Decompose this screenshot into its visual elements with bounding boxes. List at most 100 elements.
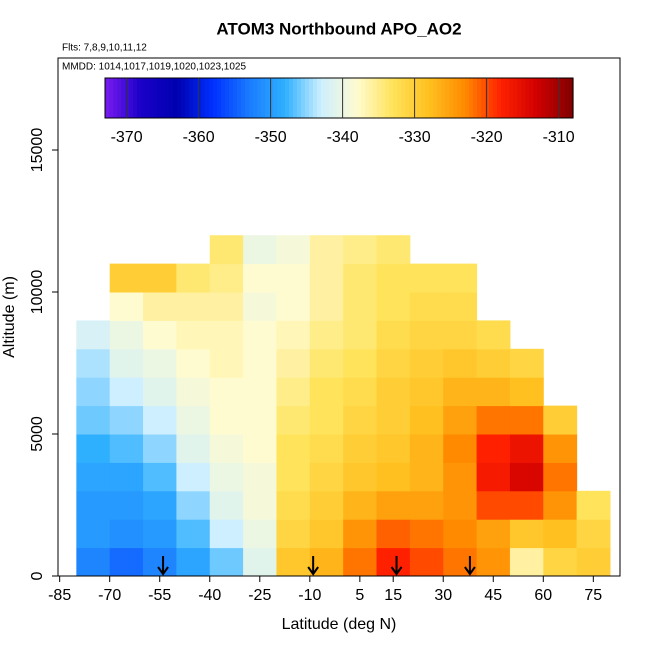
heat-cell bbox=[376, 405, 411, 435]
heat-cell bbox=[376, 490, 411, 520]
heat-cell bbox=[376, 348, 411, 378]
heat-cell bbox=[543, 405, 578, 435]
heat-cell bbox=[176, 434, 211, 463]
y-tick-label: 15000 bbox=[29, 128, 46, 173]
colorbar-swatch bbox=[489, 78, 494, 118]
colorbar-swatch bbox=[317, 78, 322, 118]
colorbar-tick-label: -370 bbox=[111, 129, 143, 146]
colorbar-swatch bbox=[525, 78, 530, 118]
heat-cell bbox=[376, 434, 411, 463]
heat-cell bbox=[443, 292, 478, 321]
colorbar-swatch bbox=[305, 78, 310, 118]
heat-cell bbox=[443, 434, 478, 463]
heat-cell bbox=[576, 547, 611, 577]
heat-cell bbox=[209, 462, 244, 492]
colorbar-swatch bbox=[157, 78, 162, 118]
heat-cell bbox=[109, 377, 144, 407]
heat-cell bbox=[509, 490, 544, 520]
x-tick-label: 5 bbox=[355, 587, 364, 604]
heat-cell bbox=[309, 405, 344, 435]
colorbar-swatch bbox=[141, 78, 146, 118]
x-tick-label: 45 bbox=[484, 587, 502, 604]
colorbar-swatch bbox=[197, 78, 202, 118]
heat-cell bbox=[409, 434, 444, 463]
heat-cell bbox=[176, 320, 211, 350]
heat-cell bbox=[309, 292, 344, 321]
heat-cell bbox=[109, 519, 144, 549]
heat-cell bbox=[509, 462, 544, 492]
heat-cell bbox=[476, 462, 511, 492]
colorbar-swatch bbox=[485, 78, 490, 118]
heat-cell bbox=[276, 547, 311, 577]
y-tick-label: 5000 bbox=[29, 416, 46, 452]
heat-cell bbox=[143, 405, 177, 435]
heat-cell bbox=[243, 405, 277, 435]
colorbar-swatch bbox=[553, 78, 558, 118]
heat-cell bbox=[543, 490, 578, 520]
heat-cell bbox=[243, 263, 277, 293]
heat-cell bbox=[309, 320, 344, 350]
colorbar-swatch bbox=[137, 78, 142, 118]
colorbar-tick-label: -310 bbox=[543, 129, 575, 146]
colorbar-swatch bbox=[425, 78, 430, 118]
heat-cell bbox=[276, 235, 311, 265]
heat-cell bbox=[276, 405, 311, 435]
colorbar-swatch bbox=[301, 78, 306, 118]
colorbar-swatch bbox=[429, 78, 434, 118]
heat-cell bbox=[409, 405, 444, 435]
colorbar-swatch bbox=[217, 78, 222, 118]
colorbar-swatch bbox=[233, 78, 238, 118]
colorbar-swatch bbox=[549, 78, 554, 118]
arrow bbox=[157, 556, 169, 576]
colorbar-swatch bbox=[149, 78, 154, 118]
heat-cell bbox=[209, 263, 244, 293]
heat-cell bbox=[209, 292, 244, 321]
colorbar-swatch bbox=[349, 78, 354, 118]
colorbar-swatch bbox=[461, 78, 466, 118]
colorbar-swatch bbox=[273, 78, 278, 118]
heat-cell bbox=[76, 434, 111, 463]
heat-cell bbox=[476, 490, 511, 520]
heat-cell bbox=[476, 547, 511, 577]
heat-cell bbox=[109, 292, 144, 321]
heat-cell bbox=[343, 434, 378, 463]
colorbar-swatch bbox=[297, 78, 302, 118]
colorbar-swatch bbox=[417, 78, 422, 118]
heat-cell bbox=[76, 348, 111, 378]
heat-cell bbox=[109, 547, 144, 577]
colorbar-swatch bbox=[113, 78, 118, 118]
heat-cell bbox=[376, 519, 411, 549]
colorbar-swatch bbox=[369, 78, 374, 118]
colorbar-swatch bbox=[325, 78, 330, 118]
colorbar-swatch bbox=[473, 78, 478, 118]
colorbar-tick-label: -360 bbox=[183, 129, 215, 146]
heat-cell bbox=[176, 377, 211, 407]
heat-cell bbox=[309, 263, 344, 293]
heat-cell bbox=[509, 547, 544, 577]
heat-cell bbox=[143, 292, 177, 321]
colorbar-swatch bbox=[541, 78, 546, 118]
colorbar-swatch bbox=[389, 78, 394, 118]
colorbar-swatch bbox=[209, 78, 214, 118]
heat-cell bbox=[176, 405, 211, 435]
heat-cell bbox=[143, 519, 177, 549]
colorbar-swatch bbox=[261, 78, 266, 118]
colorbar-swatch bbox=[309, 78, 314, 118]
colorbar-swatch bbox=[345, 78, 350, 118]
colorbar-swatch bbox=[505, 78, 510, 118]
heat-cell bbox=[109, 263, 144, 293]
heat-cell bbox=[309, 348, 344, 378]
heat-cell bbox=[276, 348, 311, 378]
heat-cell bbox=[76, 377, 111, 407]
colorbar-swatch bbox=[145, 78, 150, 118]
colorbar-swatch bbox=[545, 78, 550, 118]
heat-cell bbox=[376, 462, 411, 492]
heat-cell bbox=[509, 434, 544, 463]
heat-cell bbox=[243, 462, 277, 492]
chart-title: ATOM3 Northbound APO_AO2 bbox=[216, 19, 461, 38]
heat-cell bbox=[409, 377, 444, 407]
colorbar-swatch bbox=[181, 78, 186, 118]
heat-cell bbox=[176, 462, 211, 492]
heat-cell bbox=[476, 405, 511, 435]
heat-cell bbox=[343, 320, 378, 350]
